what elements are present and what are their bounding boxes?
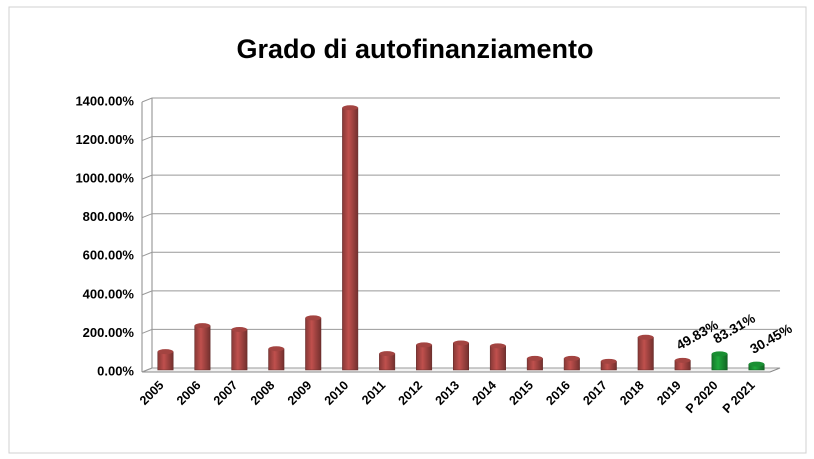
y-tick-label: 1400.00% [75, 93, 134, 108]
bar-group [342, 105, 359, 371]
grid-line [141, 174, 780, 180]
bar [194, 325, 211, 371]
bar-group [637, 334, 654, 371]
grid-line [141, 328, 780, 334]
bar-top [157, 349, 174, 355]
grid-line [141, 97, 780, 103]
bar-top [748, 361, 765, 367]
grid-line [141, 251, 780, 257]
bar-group [305, 315, 322, 371]
bar-group [600, 358, 617, 371]
bar-top [416, 342, 432, 348]
bar [157, 351, 174, 371]
bar-group [711, 351, 728, 371]
bar [305, 317, 322, 371]
bar-top [601, 358, 617, 364]
y-tick-label: 1000.00% [75, 171, 134, 186]
y-tick-label: 200.00% [83, 325, 135, 340]
bar-group [674, 357, 691, 371]
bar-top [379, 351, 395, 357]
grid-line [141, 136, 780, 142]
bar [637, 336, 654, 371]
y-tick-label: 600.00% [83, 248, 135, 263]
bar-top [305, 315, 321, 321]
bar-top [342, 105, 358, 111]
bar [416, 344, 433, 371]
bar-group [379, 351, 396, 371]
bar-group [194, 323, 211, 371]
bar [489, 345, 506, 371]
bar-top [453, 340, 469, 346]
bar-top [564, 355, 580, 361]
bar-top [194, 323, 211, 329]
bar-group [268, 346, 285, 371]
bar [231, 329, 248, 371]
y-tick-label: 0.00% [97, 363, 134, 378]
bar-group [489, 343, 506, 371]
bar-top [637, 334, 654, 340]
y-tick-label: 400.00% [83, 286, 135, 301]
grid-line [141, 290, 780, 296]
chart-title: Grado di autofinanziamento [236, 34, 593, 64]
bar [268, 348, 285, 371]
bar-group [157, 349, 174, 371]
bar-top [231, 327, 248, 332]
bar-group [526, 355, 543, 371]
bar-group [563, 355, 580, 371]
y-tick-label: 1200.00% [75, 132, 134, 147]
bar-group [748, 361, 765, 371]
bar [342, 107, 359, 371]
bar-group [231, 327, 248, 371]
bar-group [416, 342, 433, 371]
bar-top [674, 357, 691, 363]
y-tick-label: 800.00% [83, 209, 135, 224]
bar-top [268, 346, 285, 352]
bar-top [711, 351, 728, 357]
bar-group [452, 340, 470, 371]
grid-line [141, 213, 780, 219]
bar-top [490, 343, 506, 349]
bar [452, 342, 470, 371]
bar-top [527, 355, 543, 361]
